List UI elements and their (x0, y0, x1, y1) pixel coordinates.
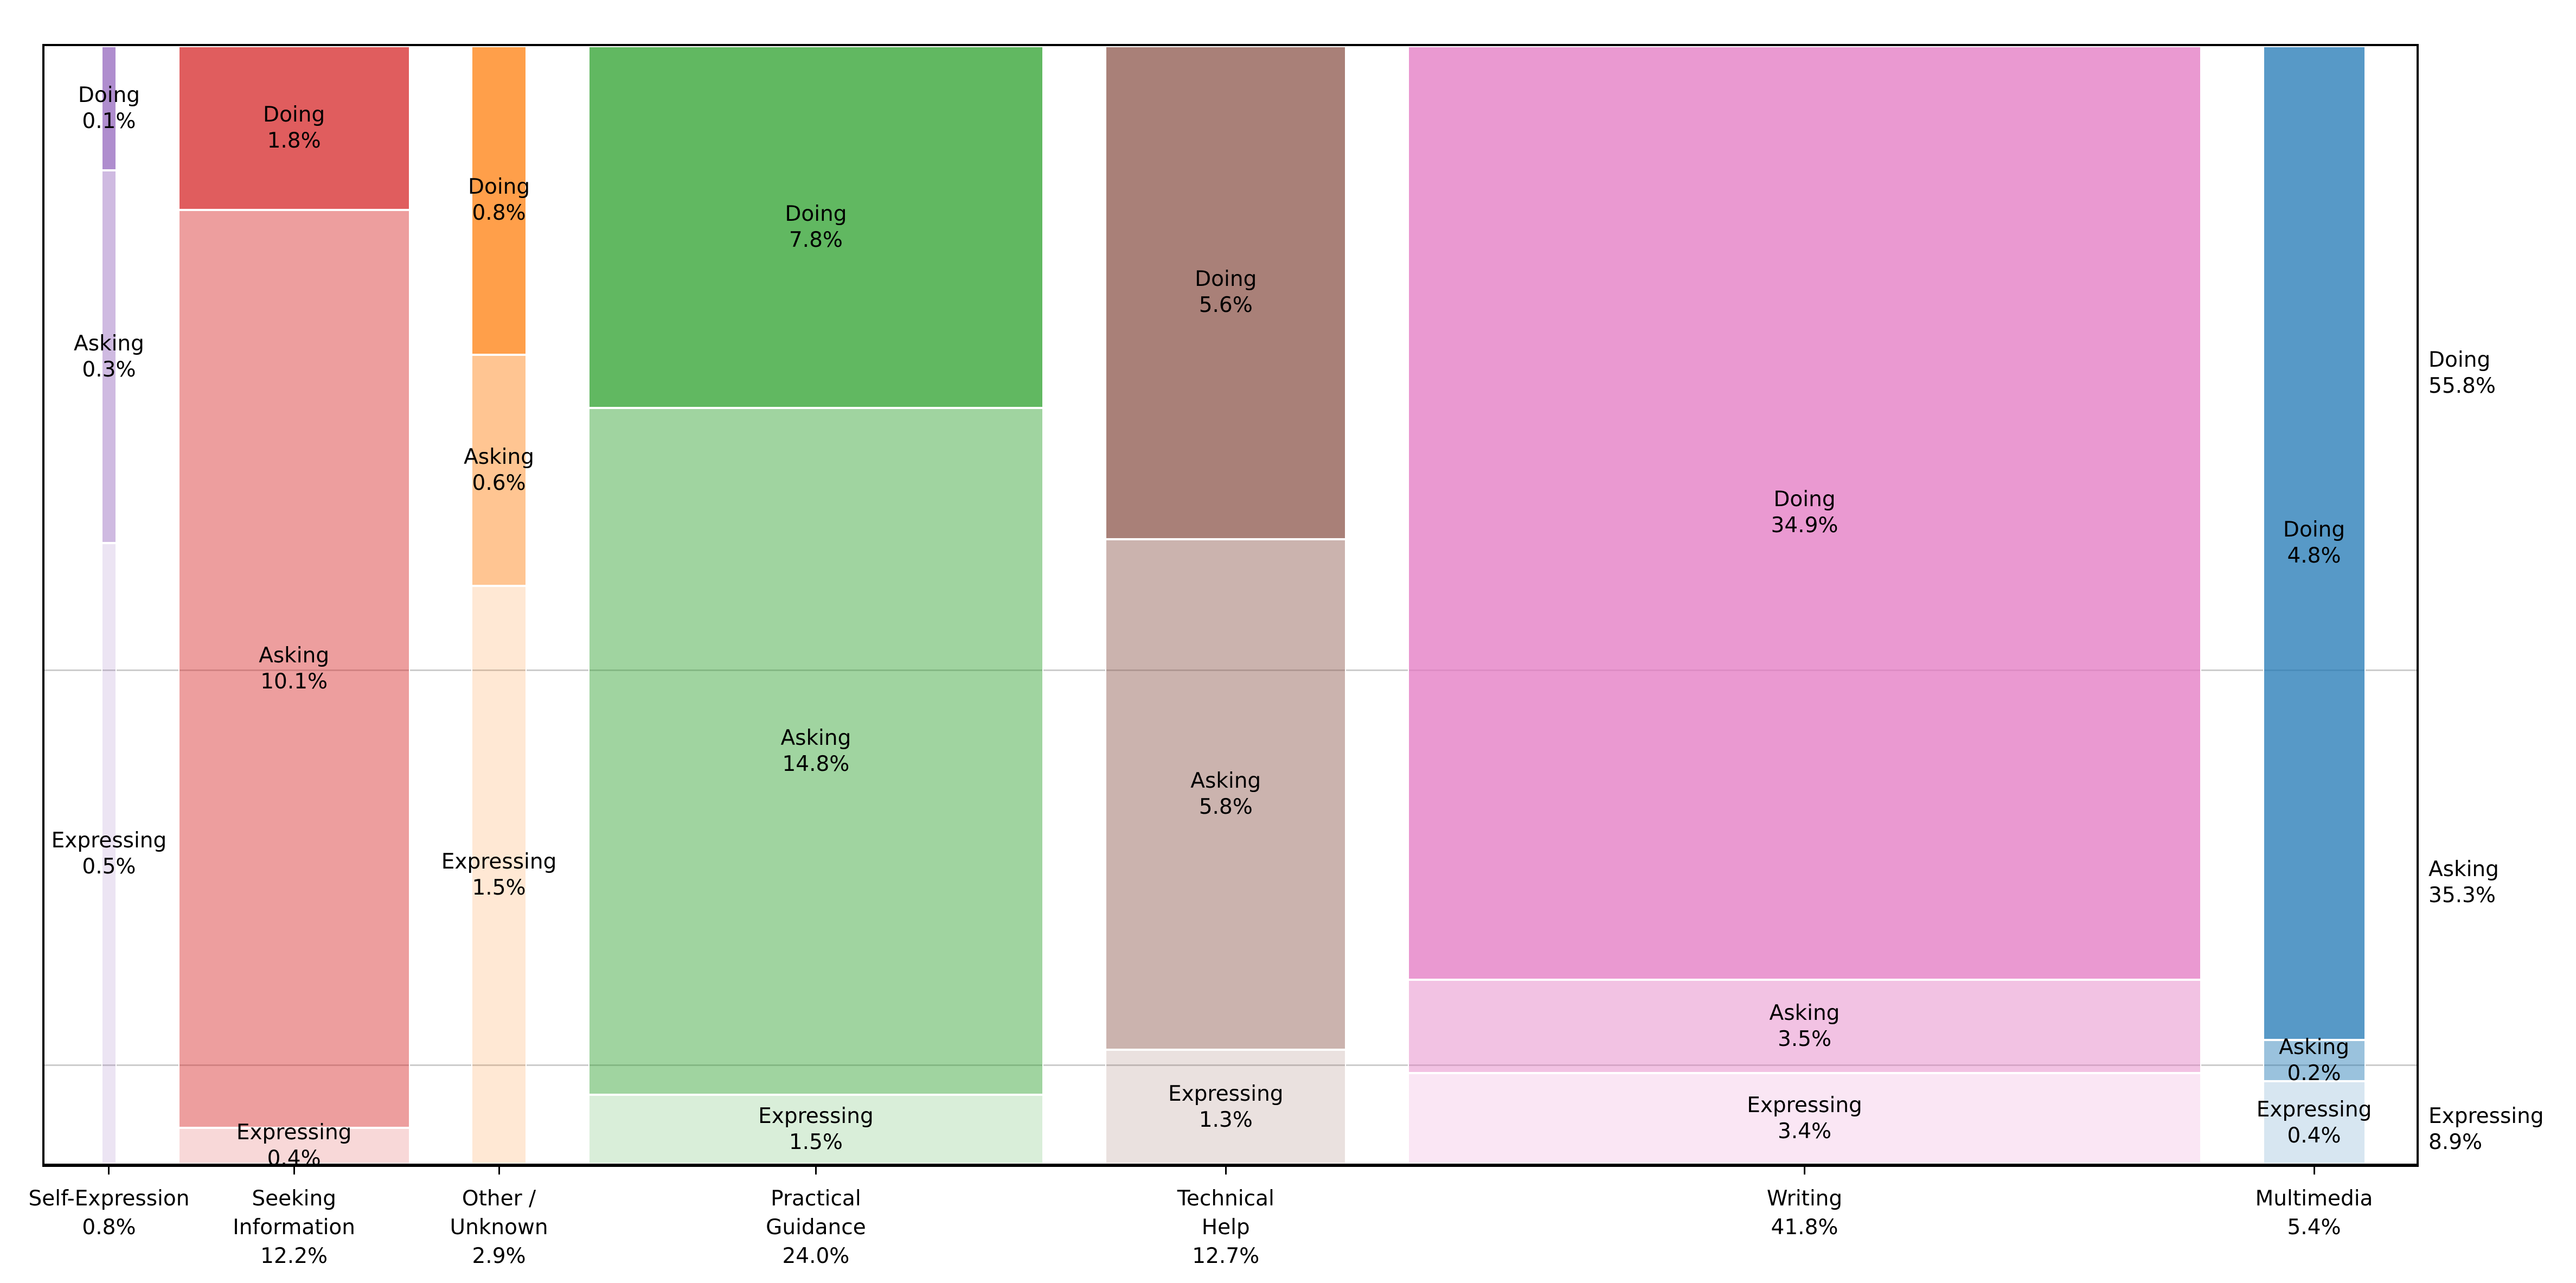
segment-self-expression-expressing (101, 543, 117, 1164)
row-total-label-asking: Asking 35.3% (2428, 857, 2499, 908)
row-total-label-expressing: Expressing 8.9% (2428, 1104, 2544, 1155)
x-tick-writing (1804, 1165, 1805, 1175)
x-tick-other-unknown (498, 1165, 500, 1175)
segment-writing-asking (1408, 979, 2201, 1074)
segment-technical-help-asking (1105, 539, 1347, 1050)
segment-practical-guidance-doing (588, 46, 1044, 408)
segment-technical-help-doing (1105, 46, 1347, 539)
column-writing (1408, 46, 2201, 1164)
gridline-doing-boundary (44, 669, 2417, 672)
segment-practical-guidance-asking (588, 408, 1044, 1095)
column-technical-help (1105, 46, 1347, 1164)
x-axis-label-self-expression: Self-Expression 0.8% (28, 1186, 190, 1240)
segment-multimedia-doing (2263, 46, 2366, 1040)
x-axis-label-seeking-information: Seeking Information 12.2% (233, 1186, 356, 1268)
row-total-label-doing: Doing 55.8% (2428, 348, 2496, 399)
segment-seeking-information-expressing (178, 1127, 410, 1164)
x-axis-label-writing: Writing 41.8% (1766, 1186, 1843, 1240)
column-seeking-information (178, 46, 410, 1164)
x-axis-line (42, 1164, 2419, 1167)
segment-technical-help-expressing (1105, 1050, 1347, 1164)
segment-other-unknown-doing (471, 46, 527, 355)
column-self-expression (101, 46, 117, 1164)
x-tick-practical-guidance (815, 1165, 817, 1175)
column-multimedia (2263, 46, 2366, 1164)
x-tick-self-expression (108, 1165, 110, 1175)
segment-other-unknown-expressing (471, 585, 527, 1164)
plot-area: Doing 0.1% Asking 0.3% Expressing 0.5% Doin… (42, 44, 2419, 1171)
column-practical-guidance (588, 46, 1044, 1164)
x-tick-seeking-information (293, 1165, 295, 1175)
segment-seeking-information-doing (178, 46, 410, 210)
segment-multimedia-asking (2263, 1040, 2366, 1082)
segment-self-expression-doing (101, 46, 117, 170)
segment-writing-expressing (1408, 1073, 2201, 1164)
segment-seeking-information-asking (178, 209, 410, 1128)
segment-other-unknown-asking (471, 354, 527, 586)
x-axis-label-practical-guidance: Practical Guidance 24.0% (766, 1186, 866, 1268)
column-other-unknown (471, 46, 527, 1164)
gridline-asking-boundary (44, 1064, 2417, 1066)
x-axis-label-technical-help: Technical Help 12.7% (1177, 1186, 1274, 1268)
x-axis-label-multimedia: Multimedia 5.4% (2255, 1186, 2373, 1240)
x-tick-multimedia (2313, 1165, 2315, 1175)
segment-writing-doing (1408, 46, 2201, 980)
segment-practical-guidance-expressing (588, 1094, 1044, 1164)
x-tick-technical-help (1225, 1165, 1227, 1175)
x-axis-label-other-unknown: Other / Unknown 2.9% (450, 1186, 548, 1268)
segment-multimedia-expressing (2263, 1081, 2366, 1164)
segment-self-expression-asking (101, 170, 117, 543)
